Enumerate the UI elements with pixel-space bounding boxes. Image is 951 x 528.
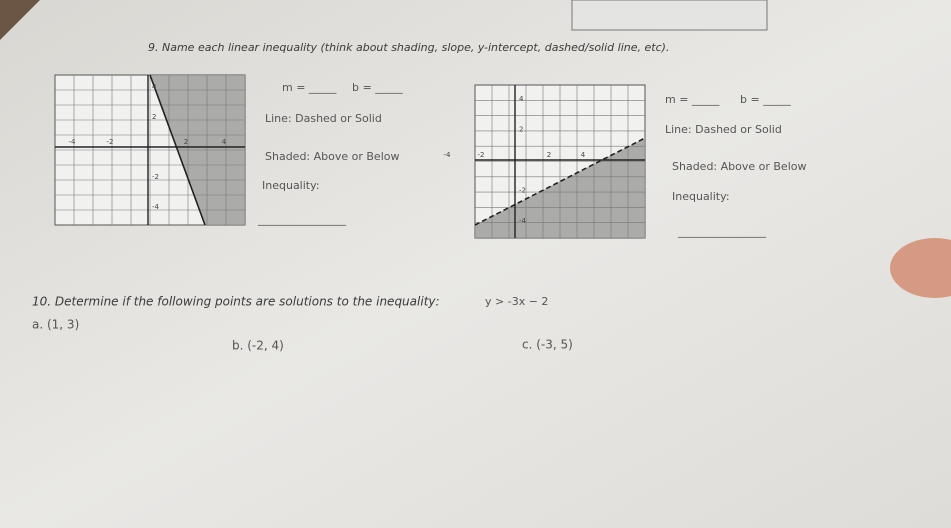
shading: Shaded: Above or Below	[672, 160, 807, 173]
slope-blank: m = _____	[665, 93, 720, 106]
inequality: y > -3x − 2	[485, 295, 548, 308]
y-tick-label: -2	[519, 187, 526, 195]
y-tick-label: -4	[519, 217, 527, 225]
graph-1: -4 -2 2 4 4 2 -2 -4	[54, 74, 246, 226]
inequality-label: Inequality:	[262, 179, 320, 192]
x-tick-label: 4	[222, 138, 227, 146]
y-tick-label: 2	[152, 113, 156, 121]
x-tick-label: -4	[69, 138, 77, 146]
point-c: c. (-3, 5)	[522, 338, 573, 352]
answer-blank: ________________	[677, 225, 767, 238]
line-type: Line: Dashed or Solid	[665, 123, 782, 136]
question-10: 10. Determine if the following points ar…	[32, 295, 440, 309]
intercept-blank: b = _____	[352, 81, 403, 94]
y-tick-label: 4	[152, 83, 157, 91]
inequality-label: Inequality:	[672, 190, 730, 203]
y-tick-label: 2	[519, 125, 523, 133]
y-tick-label: -4	[152, 203, 160, 211]
point-a: a. (1, 3)	[32, 318, 79, 332]
answer-blank: ________________	[257, 213, 347, 226]
x-tick-label: -2	[478, 151, 485, 159]
x-tick-label: 2	[547, 151, 551, 159]
line-type: Line: Dashed or Solid	[265, 112, 382, 125]
slope-blank: m = _____	[282, 81, 337, 94]
x-tick-label: 2	[184, 138, 188, 146]
y-tick-label: 4	[519, 95, 524, 103]
intercept-blank: b = _____	[740, 93, 791, 106]
x-tick-label: -2	[107, 138, 114, 146]
shading: Shaded: Above or Below	[265, 150, 400, 163]
other-paper	[571, 0, 768, 31]
x-tick-label: -4	[444, 151, 452, 159]
boundary-line	[149, 74, 206, 226]
finger	[890, 238, 951, 298]
y-tick-label: -2	[152, 173, 159, 181]
graph-2: -4 -2 2 4 4 2 -2 -4	[444, 84, 646, 239]
point-b: b. (-2, 4)	[232, 339, 284, 353]
question-9: 9. Name each linear inequality (think ab…	[148, 41, 669, 54]
x-tick-label: 4	[581, 151, 586, 159]
